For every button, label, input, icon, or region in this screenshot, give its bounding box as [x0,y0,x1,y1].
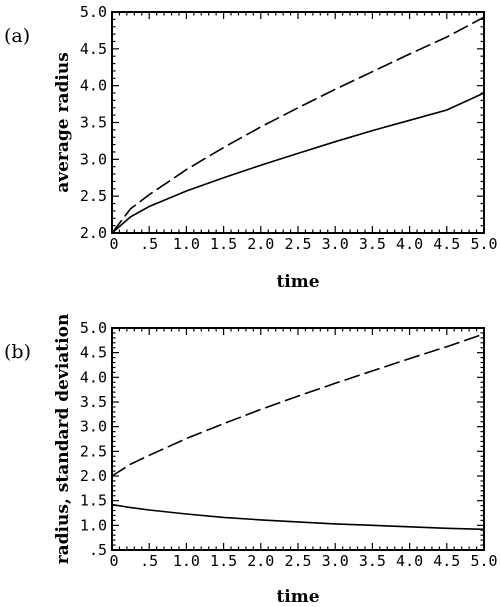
y-tick-label: 2.5 [80,187,107,205]
x-tick-label: 4.0 [396,552,423,570]
y-tick-label: 5.0 [80,319,107,337]
x-tick-label: 5.0 [470,235,497,253]
x-tick-label: 4.5 [433,552,460,570]
y-tick-label: 4.5 [80,344,107,362]
y-tick-label: 4.0 [80,77,107,95]
y-tick-label: 4.5 [80,40,107,58]
dashed-series-line [111,16,485,234]
x-tick-label: 3.0 [322,235,349,253]
x-tick-label: 2.5 [284,235,311,253]
x-axis-title: time [276,272,319,292]
x-tick-label: 1.0 [173,552,200,570]
panel-label: (a) [4,25,30,47]
x-tick-label: .5 [140,235,158,253]
x-tick-label: .5 [140,552,158,570]
y-axis-title: average radius [53,52,73,193]
solid-series-line [111,92,485,234]
y-tick-label: 5.0 [80,3,107,21]
y-tick-label: 2.5 [80,442,107,460]
x-tick-label: 1.5 [210,552,237,570]
y-tick-label: 2.0 [80,224,107,242]
y-tick-label: 3.0 [80,418,107,436]
x-tick-label: 1.5 [210,235,237,253]
x-tick-label: 1.0 [173,235,200,253]
x-axis-title: time [276,587,319,607]
x-tick-label: 0 [109,552,118,570]
plot-frame [111,327,485,551]
x-tick-label: 4.0 [396,235,423,253]
y-tick-label: 4.0 [80,368,107,386]
y-tick-label: 1.5 [80,492,107,510]
y-tick-label: .5 [89,541,107,559]
x-tick-label: 2.0 [247,235,274,253]
y-tick-label: 3.0 [80,150,107,168]
y-tick-label: 3.5 [80,393,107,411]
x-tick-label: 2.0 [247,552,274,570]
dashed-series-line [111,333,485,477]
y-axis-title: radius, standard deviation [53,314,73,565]
x-tick-label: 3.5 [359,552,386,570]
panel-a: (a) 0 .5 1.0 1.5 2.0 2.5 3.0 3.5 4.0 4.5 5.0 2.0 2.5 3… [4,3,498,292]
panel-b: (b)0.5 1.0 1.5 2.0 2.5 3.0 3.5 4.0 4.5 5.0.51.01.… [4,314,498,607]
y-tick-label: 3.5 [80,114,107,132]
x-tick-label: 2.5 [284,552,311,570]
x-tick-label: 5.0 [470,552,497,570]
x-tick-label: 4.5 [433,235,460,253]
y-tick-label: 2.0 [80,467,107,485]
solid-series-line [111,503,485,531]
y-tick-label: 1.0 [80,516,107,534]
x-tick-label: 3.0 [322,552,349,570]
x-tick-label: 0 [109,235,118,253]
panel-label: (b) [4,341,31,363]
x-tick-label: 3.5 [359,235,386,253]
